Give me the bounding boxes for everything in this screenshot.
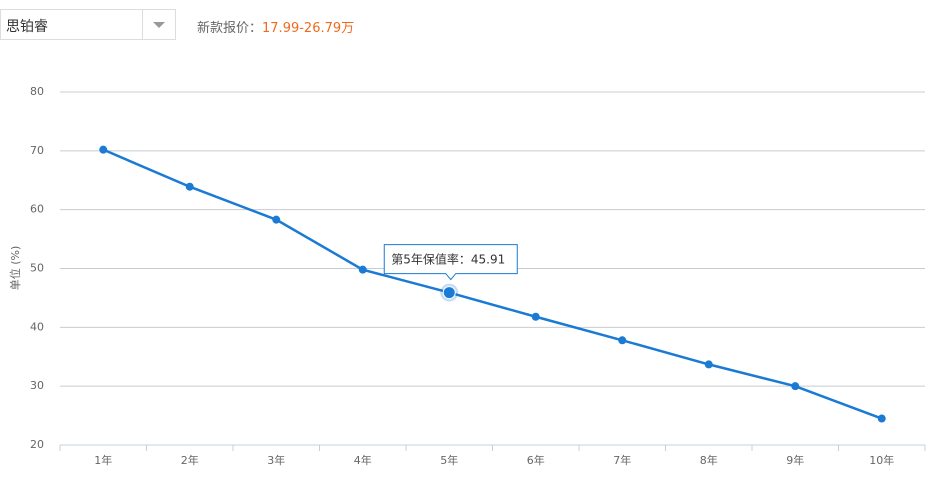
x-tick-label: 5年 <box>440 453 458 467</box>
price-value: 17.99-26.79万 <box>262 21 355 36</box>
y-tick-label: 80 <box>30 85 44 98</box>
point <box>877 414 886 423</box>
point <box>531 312 540 321</box>
x-tick-label: 3年 <box>267 453 285 467</box>
point <box>185 182 194 191</box>
point <box>618 336 627 345</box>
dropdown-arrow[interactable] <box>142 10 175 39</box>
x-tick-label: 7年 <box>613 453 631 467</box>
point <box>791 382 800 391</box>
x-tick-label: 4年 <box>354 453 372 467</box>
point <box>704 360 713 369</box>
y-axis-label: 单位 (%) <box>8 246 22 291</box>
tooltip-text: 第5年保值率：45.91 <box>391 252 505 267</box>
price-info: 新款报价：17.99-26.79万 <box>197 17 354 36</box>
x-tick-label: 2年 <box>181 453 199 467</box>
tooltip: 第5年保值率：45.91 <box>383 244 518 281</box>
model-name: 思铂睿 <box>6 19 48 35</box>
point <box>272 215 281 224</box>
y-tick-label: 40 <box>30 320 44 333</box>
x-tick-label: 8年 <box>700 453 718 467</box>
price-label: 新款报价： <box>197 21 263 36</box>
y-tick-label: 30 <box>30 379 44 392</box>
point <box>358 265 367 274</box>
y-tick-label: 60 <box>30 203 44 216</box>
series-line <box>102 148 883 420</box>
point <box>99 145 108 154</box>
x-tick-label: 9年 <box>786 453 804 467</box>
x-tick-label: 10年 <box>869 453 894 467</box>
x-tick-label: 1年 <box>94 453 112 467</box>
model-select[interactable]: 思铂睿 <box>0 9 176 40</box>
point <box>442 286 456 300</box>
tooltip-box <box>383 244 518 281</box>
y-tick-label: 70 <box>30 144 44 157</box>
y-tick-label: 20 <box>30 438 44 451</box>
y-tick-label: 50 <box>30 262 44 275</box>
x-tick-label: 6年 <box>527 453 545 467</box>
